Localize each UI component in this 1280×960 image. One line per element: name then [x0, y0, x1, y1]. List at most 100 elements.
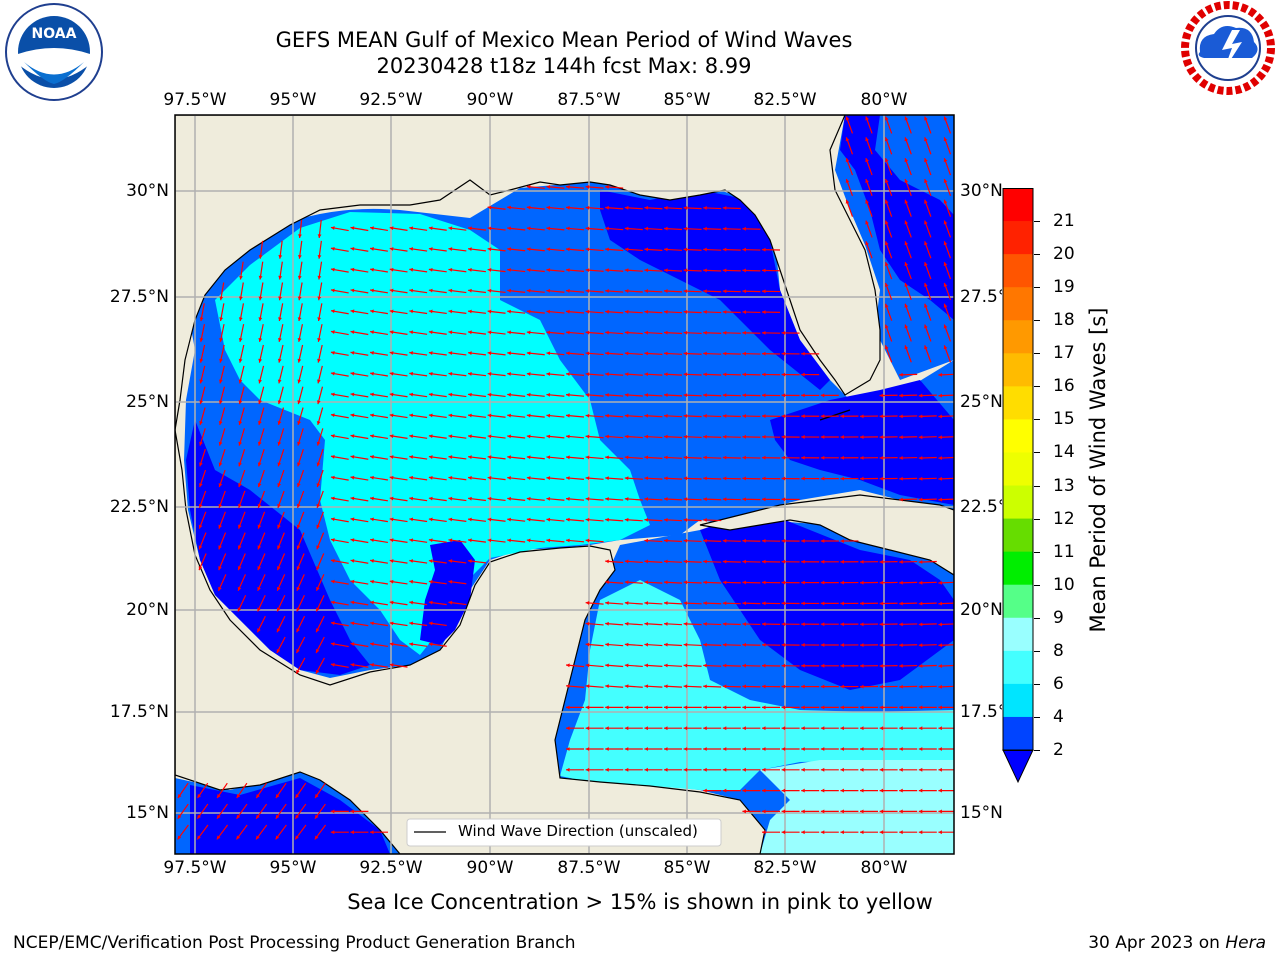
wind-wave-vector-head [389, 434, 394, 439]
wind-wave-vector-head [840, 622, 844, 627]
wind-wave-vector-head [762, 455, 766, 460]
wind-wave-vector-head [350, 351, 355, 355]
wind-wave-vector-head [840, 643, 844, 647]
colorbar-segment [1003, 287, 1033, 321]
wind-wave-vector-head [605, 726, 609, 731]
wind-wave-vector-head [781, 747, 786, 751]
wind-wave-vector-head [256, 794, 260, 799]
colorbar-tick-mark [1034, 353, 1040, 355]
wind-wave-vector-head [296, 649, 300, 654]
wind-wave-vector-head [487, 413, 492, 418]
wind-wave-vector-head [762, 351, 766, 356]
wind-wave-vector-head [918, 476, 923, 481]
wind-wave-vector-head [762, 580, 766, 585]
wind-wave-vector-head [860, 435, 864, 439]
wind-wave-vector-head [468, 413, 472, 418]
wind-wave-vector-head [350, 413, 355, 418]
wind-wave-vector-head [316, 400, 321, 405]
wind-wave-vector-head [468, 538, 472, 543]
wind-wave-vector-head [820, 809, 825, 814]
wind-wave-vector-head [219, 337, 223, 342]
wind-wave-vector-head [546, 330, 551, 335]
wind-wave-vector-head [943, 282, 948, 287]
wind-wave-vector-head [742, 788, 746, 793]
wind-wave-vector-head [840, 663, 844, 668]
lon-tick-bottom: 82.5°W [753, 858, 817, 878]
wind-wave-vector-head [840, 435, 844, 439]
wind-wave-vector-head [350, 267, 355, 272]
wind-wave-vector-head [370, 247, 374, 251]
wind-wave-vector-head [918, 497, 923, 502]
wind-wave-vector-head [487, 247, 492, 252]
wind-wave-vector-head [820, 414, 825, 419]
wind-wave-vector-head [507, 247, 511, 252]
wind-wave-vector-head [664, 309, 668, 314]
wind-wave-vector-head [781, 580, 786, 585]
wind-wave-vector-head [624, 559, 629, 564]
wind-wave-vector-head [389, 559, 394, 563]
wind-wave-vector-head [879, 643, 884, 648]
wind-wave-vector-head [526, 372, 531, 376]
wind-wave-vector-head [585, 289, 590, 293]
colorbar-tick-label: 10 [1053, 574, 1075, 595]
wind-wave-vector-head [703, 663, 707, 668]
wind-wave-vector-head [664, 559, 668, 564]
wind-wave-vector-head [605, 351, 609, 356]
wind-wave-vector-head [487, 288, 492, 293]
wind-wave-vector-head [258, 379, 262, 384]
wind-wave-vector-head [845, 116, 850, 121]
wind-wave-vector-head [781, 393, 786, 398]
wind-wave-vector-head [624, 289, 629, 293]
wind-wave-vector-head [258, 317, 263, 322]
wind-wave-vector-head [703, 330, 707, 335]
wind-wave-vector-head [370, 434, 374, 439]
wind-wave-vector-head [722, 226, 727, 231]
wind-wave-vector-head [199, 358, 204, 363]
wind-wave-vector-head [742, 642, 746, 647]
wind-wave-vector-head [199, 400, 204, 405]
wind-wave-vector-head [762, 747, 766, 751]
wind-wave-vector-head [742, 268, 746, 273]
wind-wave-vector-head [683, 559, 688, 564]
wind-wave-vector-head [370, 559, 374, 563]
wind-wave-vector-head [860, 747, 864, 751]
wind-wave-vector-head [664, 726, 668, 731]
wind-wave-vector-head [257, 483, 262, 488]
wind-wave-vector-head [526, 413, 531, 418]
wind-wave-vector-head [644, 372, 649, 377]
wind-wave-vector-head [644, 684, 649, 689]
wind-wave-vector-head [295, 835, 299, 840]
wind-wave-vector-head [840, 580, 844, 585]
wind-wave-vector-head [526, 392, 531, 397]
wind-wave-vector-head [943, 345, 948, 350]
wind-wave-vector-head [370, 413, 374, 418]
wind-wave-vector-head [703, 642, 707, 647]
wind-wave-vector-head [683, 206, 688, 210]
wind-wave-vector-head [860, 414, 864, 419]
wind-wave-vector-head [943, 324, 948, 329]
wind-wave-vector-head [722, 642, 727, 647]
wind-wave-vector-head [624, 747, 629, 751]
wind-wave-vector-head [924, 137, 928, 142]
wind-wave-vector-head [742, 497, 746, 502]
wind-wave-vector-head [278, 275, 283, 280]
wind-wave-vector-head [860, 830, 864, 835]
wind-wave-vector-head [370, 309, 374, 314]
wind-wave-vector-head [820, 684, 825, 689]
wind-wave-vector-head [899, 622, 903, 627]
wind-wave-vector-head [664, 247, 668, 252]
wind-wave-vector-head [683, 226, 688, 231]
colorbar-tick-label: 18 [1053, 310, 1075, 331]
wind-wave-vector-head [605, 601, 609, 605]
wind-wave-vector-head [884, 137, 889, 142]
wind-wave-vector-head [683, 434, 688, 439]
wind-wave-vector-head [316, 462, 321, 467]
wind-wave-vector-head [820, 767, 825, 772]
wind-wave-vector-head [664, 663, 668, 668]
wind-wave-vector-head [943, 303, 948, 308]
wind-wave-vector-head [389, 517, 394, 522]
wind-wave-vector-head [199, 462, 203, 467]
wind-wave-vector-head [904, 116, 909, 121]
wind-wave-vector-head [448, 371, 453, 376]
